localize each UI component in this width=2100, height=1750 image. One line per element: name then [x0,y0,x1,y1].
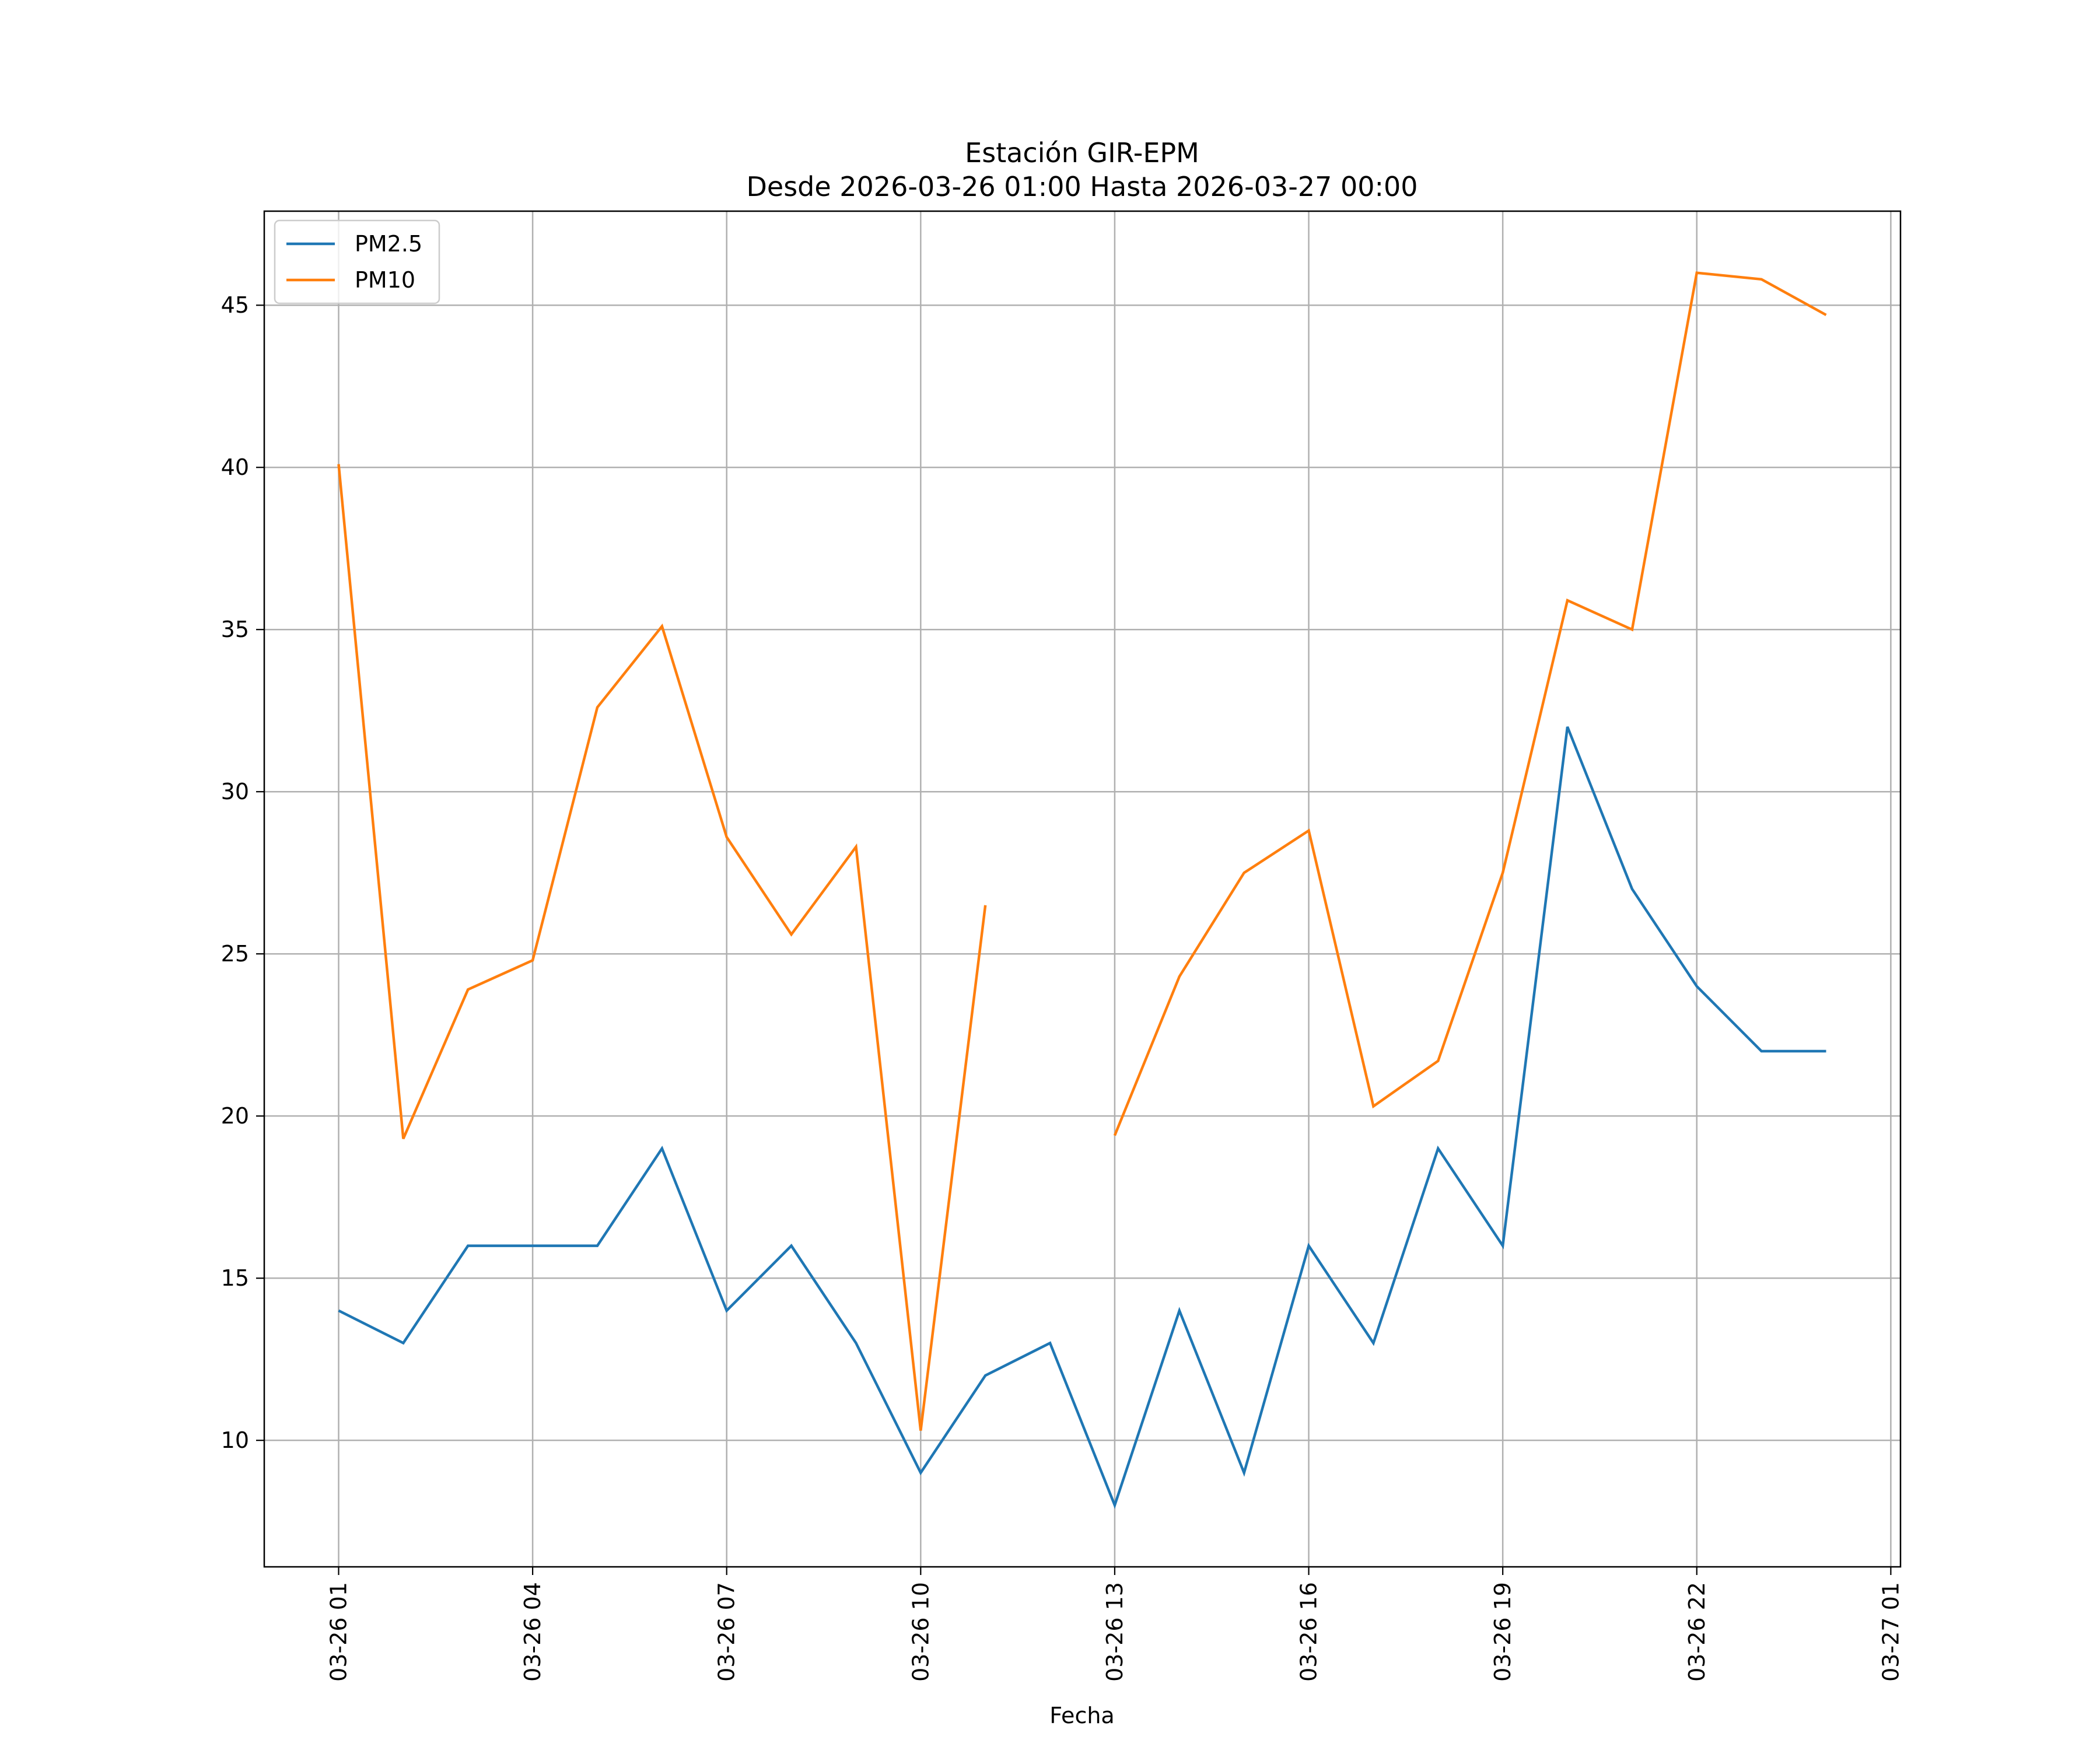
y-tick-label: 10 [221,1427,249,1453]
x-tick-label: 03-26 07 [714,1582,740,1682]
legend-label-pm25: PM2.5 [355,231,422,257]
x-tick-label: 03-26 19 [1490,1582,1516,1682]
x-axis-ticks: 03-26 01 03-26 04 03-26 07 03-26 10 03-26 13… [326,1567,1903,1682]
legend-label-pm10: PM10 [355,267,415,293]
series-pm10 [337,271,1827,1431]
chart-title-line-2: Desde 2026-03-26 01:00 Hasta 2026-03-27 … [746,171,1418,202]
y-tick-label: 30 [221,779,249,804]
legend-box [274,219,440,304]
y-tick-label: 15 [221,1265,249,1291]
x-tick-label: 03-26 10 [908,1582,933,1682]
legend: PM2.5 PM10 [274,219,440,304]
y-tick-label: 45 [221,292,249,318]
y-tick-label: 35 [221,617,249,642]
y-tick-label: 40 [221,454,249,480]
y-axis-ticks: 10 15 20 25 30 35 40 45 [221,292,264,1453]
series-pm25 [338,726,1826,1509]
series-line-segment [337,464,987,1431]
grid-lines [264,211,1901,1567]
x-tick-label: 03-26 01 [326,1582,352,1682]
x-tick-label: 03-26 04 [520,1582,545,1682]
x-tick-label: 03-26 16 [1296,1582,1322,1682]
x-tick-label: 03-27 01 [1878,1582,1903,1682]
y-tick-label: 25 [221,941,249,967]
series-line-segment [1113,271,1827,1136]
x-tick-label: 03-26 22 [1684,1582,1710,1682]
chart-title-line-1: Estación GIR-EPM [965,137,1199,169]
x-tick-label: 03-26 13 [1102,1582,1128,1682]
series-line-segment [338,726,1826,1509]
x-axis-label: Fecha [1049,1703,1114,1728]
data-series [337,271,1827,1509]
plot-area-frame [263,210,1902,1568]
y-tick-label: 20 [221,1103,249,1129]
